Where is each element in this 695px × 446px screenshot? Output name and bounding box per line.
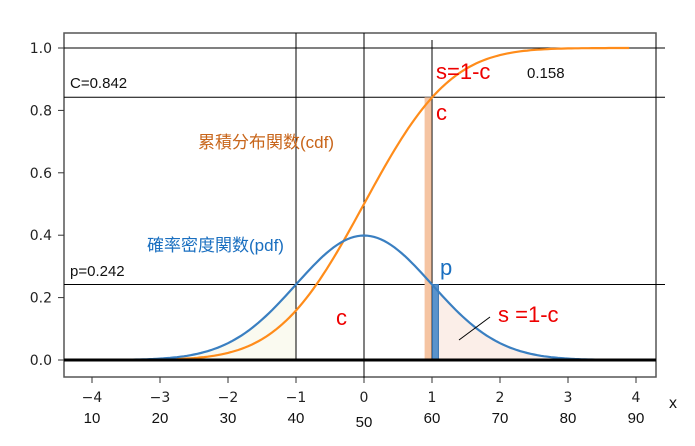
s-value-label: 0.158	[527, 65, 565, 82]
pdf-left-tail-shade	[92, 284, 296, 360]
y-axis: 0.0 0.2 0.4 0.6 0.8 1.0	[30, 41, 64, 369]
x-secondary-tick-label: 10	[84, 410, 101, 427]
cdf-legend-label: 累積分布関数(cdf)	[198, 133, 334, 152]
p-value-label: p=0.242	[70, 263, 125, 280]
x-axis-label: x	[669, 395, 677, 412]
x-secondary-tick-label: 60	[424, 410, 441, 427]
x-tick-label: −1	[286, 390, 307, 406]
x-secondary-tick-label: 50	[356, 414, 373, 431]
x-tick-label: 2	[496, 390, 505, 406]
pdf-curve	[91, 234, 630, 362]
y-tick-label: 0.0	[30, 353, 52, 369]
y-tick-label: 0.6	[30, 166, 52, 182]
x-tick-label: −4	[82, 390, 103, 406]
x-tick-label: 0	[360, 390, 369, 406]
y-tick-label: 1.0	[30, 41, 52, 57]
s-pointer-line	[458, 316, 491, 341]
x-secondary-tick-label: 40	[288, 410, 305, 427]
x-secondary-tick-label: 80	[560, 410, 577, 427]
y-tick-label: 0.4	[30, 228, 52, 244]
x-tick-label: −2	[218, 390, 239, 406]
s-bottom-label: s =1-c	[498, 302, 559, 327]
x-axis: −4 10 −3 20 −2 30 −1 40 0 50 1 60 2 70 3 80 4 90	[82, 377, 645, 431]
c-top-label: c	[436, 100, 447, 125]
reference-lines	[64, 33, 665, 378]
c-bottom-label: c	[336, 305, 347, 330]
p-label: p	[440, 255, 452, 280]
x-tick-label: 1	[428, 390, 437, 406]
plot-frame	[63, 32, 657, 378]
s-top-label: s=1-c	[436, 59, 490, 84]
cdf-bar-c	[424, 97, 432, 361]
pdf-legend-label: 確率密度関数(pdf)	[147, 236, 284, 255]
x-tick-label: 3	[564, 390, 573, 406]
pdf-right-tail-shade	[438, 292, 582, 360]
x-secondary-tick-label: 30	[220, 410, 237, 427]
x-secondary-tick-label: 90	[628, 410, 645, 427]
pdf-bar-p	[431, 283, 439, 361]
y-tick-label: 0.8	[30, 103, 52, 119]
x-tick-label: −3	[150, 390, 171, 406]
x-secondary-tick-label: 20	[152, 410, 169, 427]
x-tick-label: 4	[632, 390, 641, 406]
y-tick-label: 0.2	[30, 291, 52, 307]
c-value-label: C=0.842	[70, 75, 127, 92]
x-secondary-tick-label: 70	[492, 410, 509, 427]
